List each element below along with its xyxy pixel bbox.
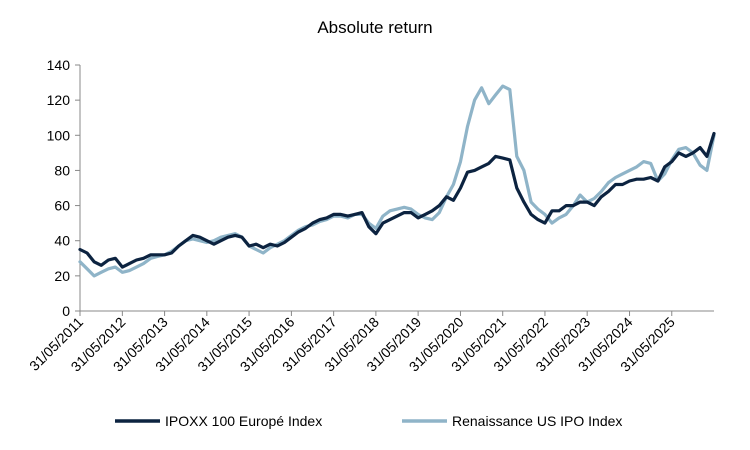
y-tick-label: 40 (54, 233, 70, 249)
y-tick-label: 0 (62, 303, 70, 319)
chart-title: Absolute return (317, 18, 432, 37)
legend-label-1: IPOXX 100 Europé Index (165, 413, 322, 429)
y-tick-label: 60 (54, 198, 70, 214)
series-line-1 (78, 131, 716, 269)
y-tick-label: 140 (47, 57, 71, 73)
legend: IPOXX 100 Europé Index Renaissance US IPO… (115, 413, 622, 429)
y-axis: 0 20 40 60 80 100 120 140 (47, 57, 81, 319)
y-tick-label: 80 (54, 162, 70, 178)
y-tick-label: 120 (47, 92, 71, 108)
y-tick-label: 20 (54, 268, 70, 284)
x-axis: 31/05/201131/05/201231/05/201331/05/2014… (26, 310, 714, 375)
y-tick-label: 100 (47, 127, 71, 143)
legend-label-2: Renaissance US IPO Index (452, 413, 622, 429)
series-lines (78, 84, 716, 278)
